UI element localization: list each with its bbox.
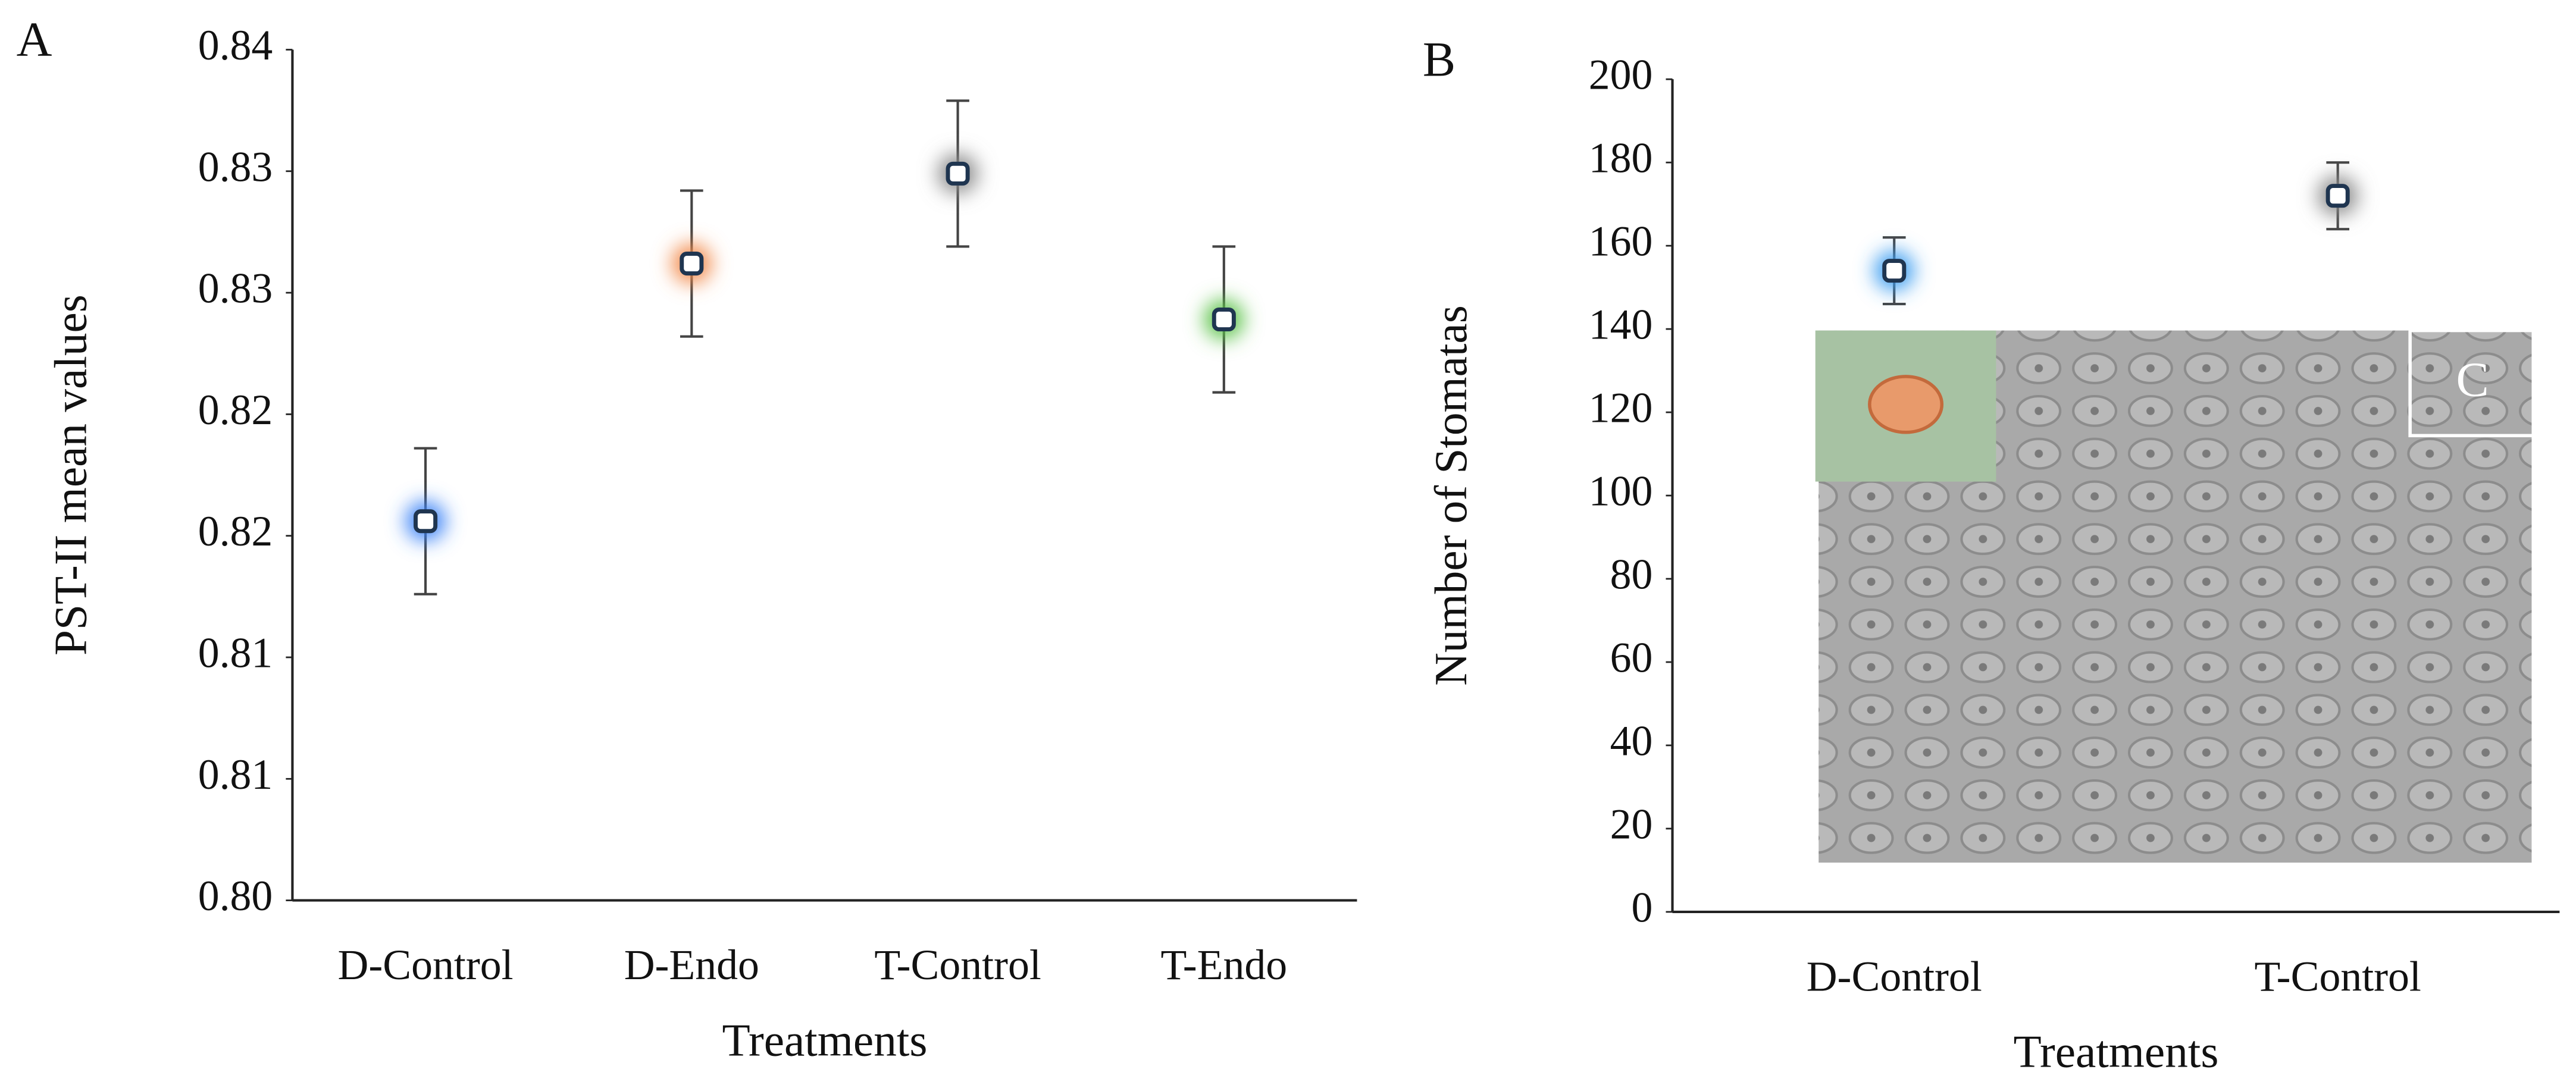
y-tick-label: 180	[1589, 134, 1653, 182]
y-tick-label: 0.80	[198, 872, 273, 920]
x-tick-label: T-Control	[874, 941, 1041, 989]
y-tick-label: 140	[1589, 301, 1653, 349]
marker	[946, 161, 970, 186]
y-tick-label: 0.83	[198, 265, 273, 312]
panel-label: B	[1423, 32, 1456, 86]
x-tick-label: T-Endo	[1161, 941, 1288, 989]
inset-label: C	[2456, 352, 2489, 407]
y-tick-label: 120	[1589, 384, 1653, 432]
y-tick-label: 0.82	[198, 507, 273, 555]
marker	[2325, 184, 2350, 208]
marker	[680, 252, 704, 276]
y-tick-label: 60	[1610, 634, 1653, 681]
y-tick-label: 160	[1589, 218, 1653, 265]
marker	[414, 509, 438, 534]
x-axis-title: Treatments	[722, 1014, 927, 1065]
y-axis-title: Number of Stomatas	[1425, 305, 1476, 686]
panel-label: A	[17, 12, 52, 67]
x-tick-label: D-Endo	[624, 941, 759, 989]
x-tick-label: D-Control	[1807, 952, 1982, 1000]
micrograph-inset	[1815, 328, 2537, 863]
y-tick-label: 0.82	[198, 386, 273, 434]
y-tick-label: 100	[1589, 468, 1653, 515]
x-tick-label: D-Control	[338, 941, 514, 989]
x-tick-label: T-Control	[2254, 952, 2421, 1000]
y-tick-label: 0	[1632, 883, 1653, 931]
inset-frame	[2408, 328, 2537, 438]
y-tick-label: 0.81	[198, 751, 273, 798]
marker	[1882, 259, 1907, 283]
y-tick-label: 40	[1610, 717, 1653, 764]
y-tick-label: 0.84	[198, 21, 273, 69]
y-tick-label: 200	[1589, 51, 1653, 99]
y-tick-label: 0.83	[198, 143, 273, 190]
y-tick-label: 80	[1610, 550, 1653, 598]
marker	[1212, 308, 1236, 332]
stoma	[1868, 375, 1944, 434]
y-axis-title: PST-II mean values	[45, 294, 96, 656]
y-tick-label: 0.81	[198, 629, 273, 676]
x-axis-title: Treatments	[2013, 1026, 2218, 1077]
y-tick-label: 20	[1610, 800, 1653, 848]
